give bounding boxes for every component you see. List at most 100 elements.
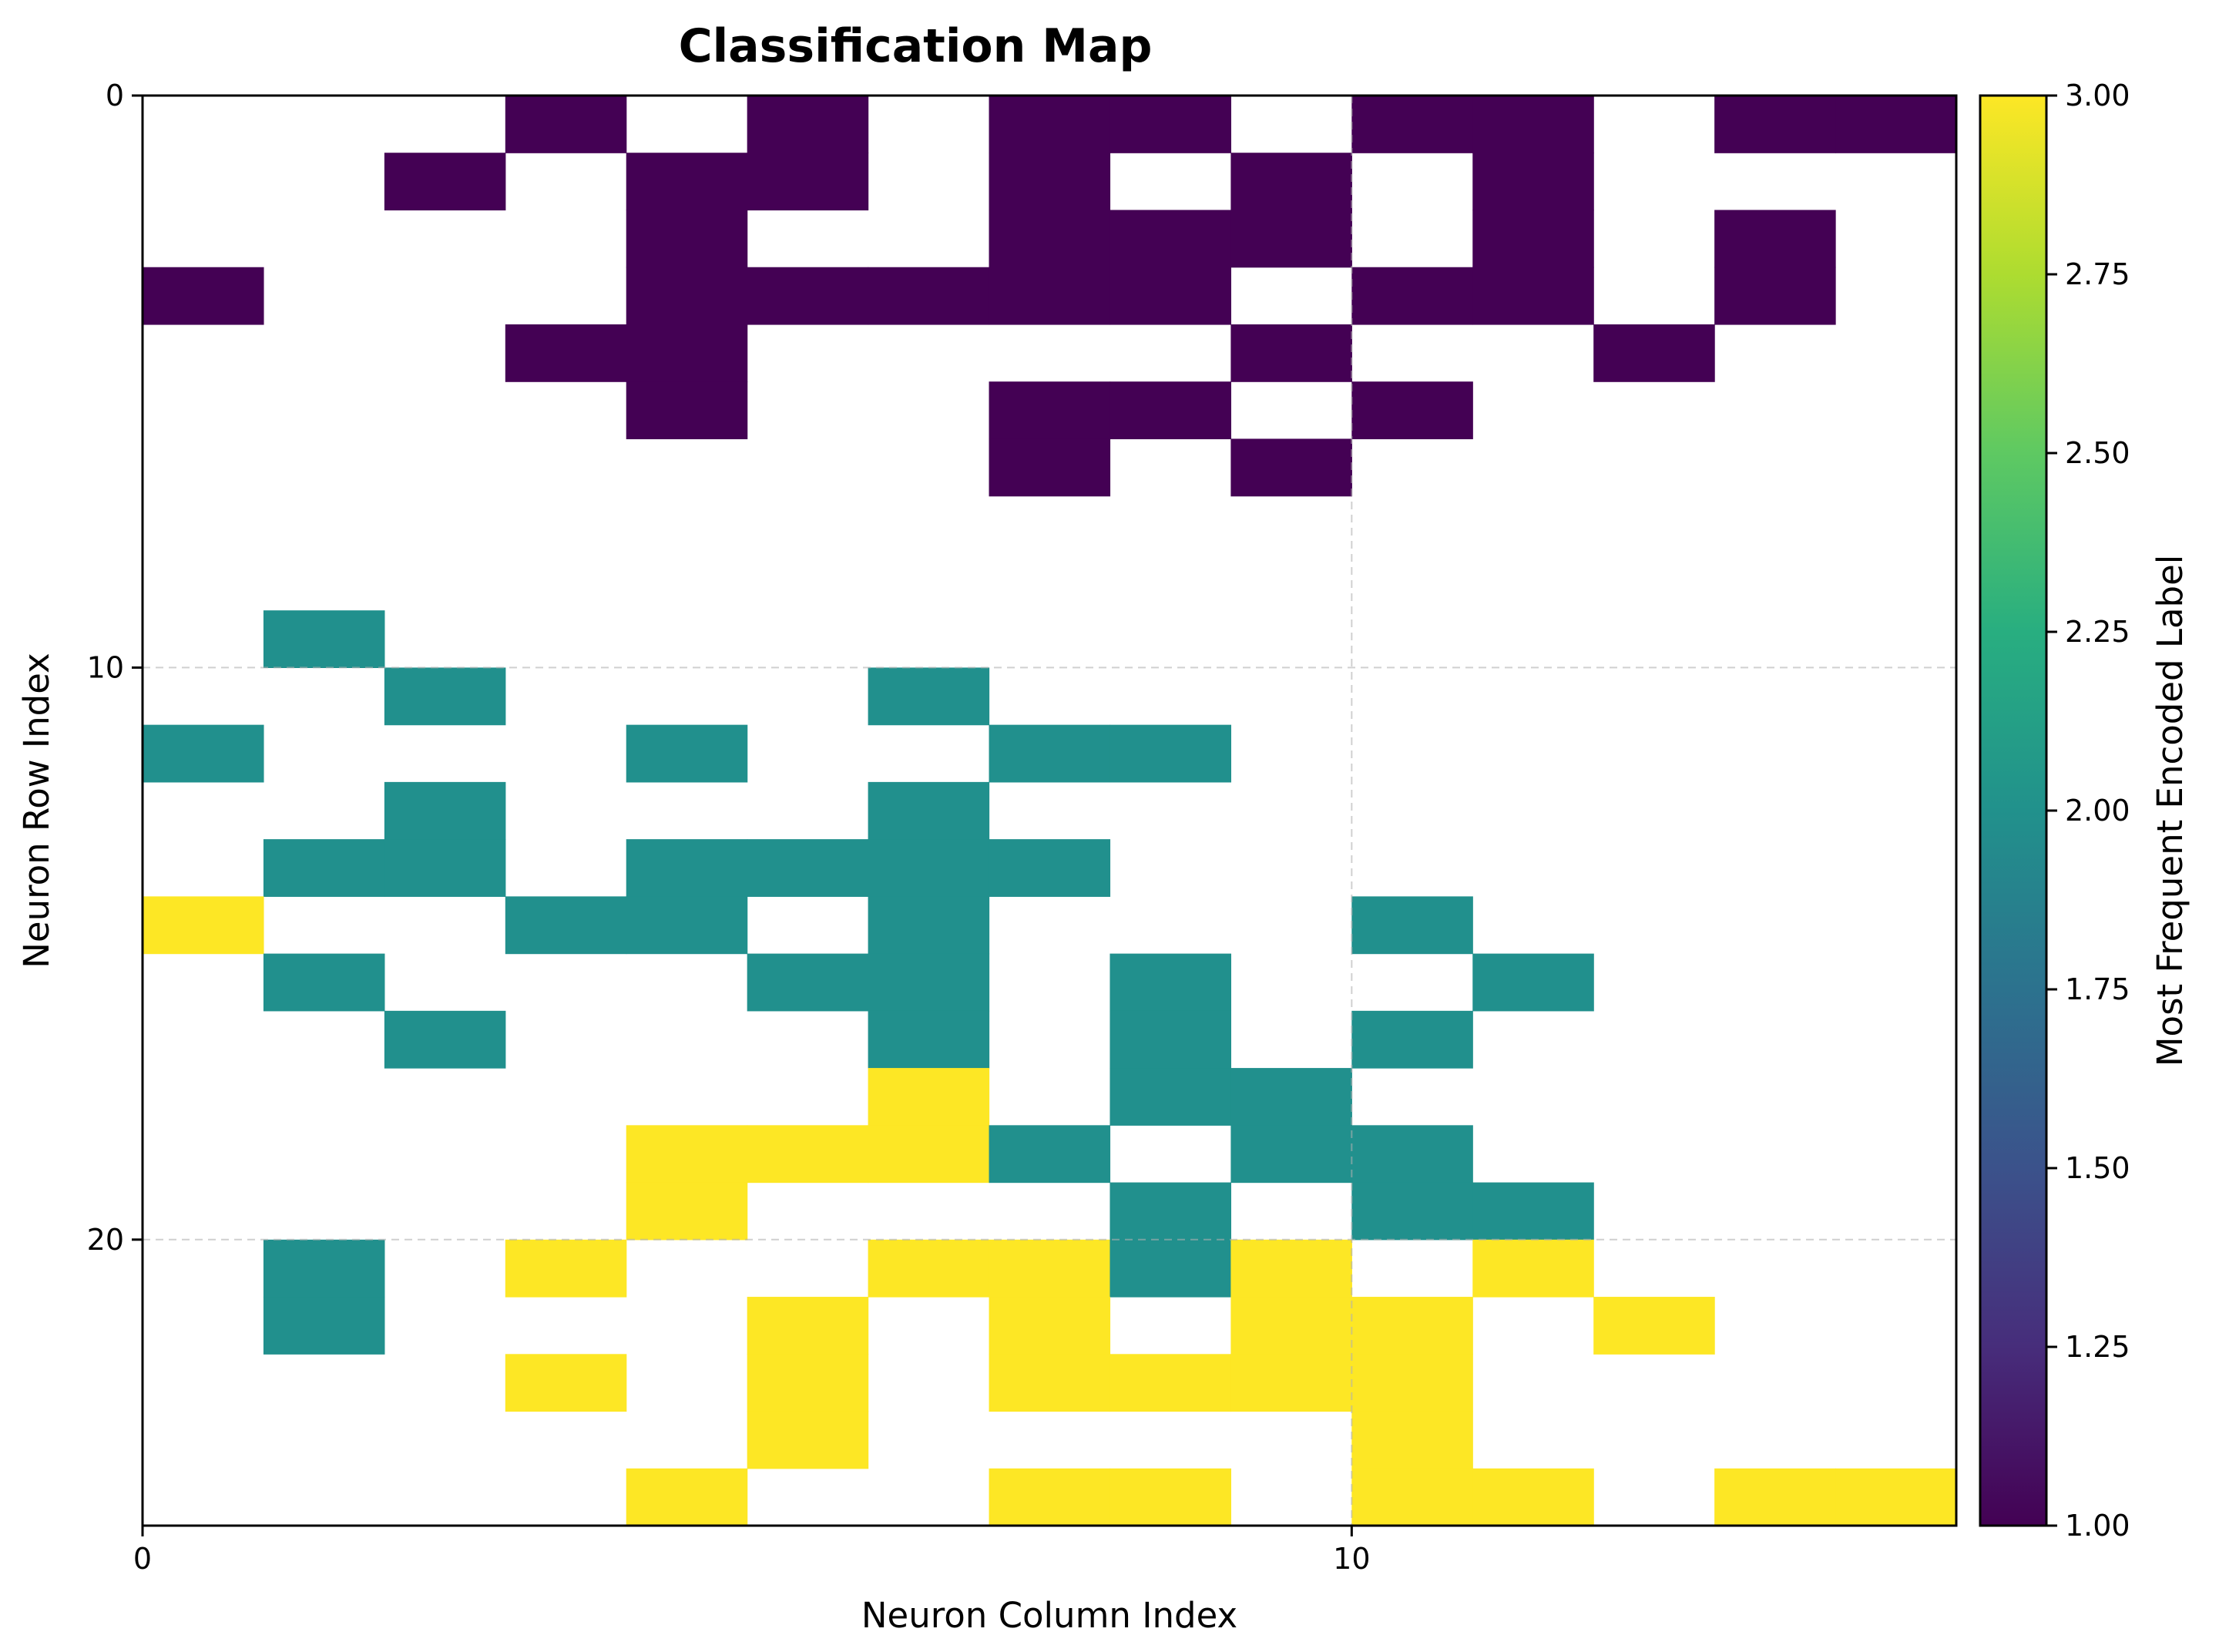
heatmap-cell bbox=[1110, 953, 1231, 1012]
heatmap-cell bbox=[1351, 1125, 1473, 1184]
heatmap-cell bbox=[626, 724, 748, 783]
heatmap-cell bbox=[626, 267, 748, 325]
heatmap-cell bbox=[868, 1010, 990, 1069]
chart-title: Classification Map bbox=[679, 19, 1153, 73]
colorbar-tick-label: 3.00 bbox=[2065, 79, 2130, 112]
colorbar-tick-label: 1.25 bbox=[2065, 1330, 2130, 1364]
heatmap-cell bbox=[1714, 210, 1836, 268]
heatmap-cell bbox=[1110, 1468, 1231, 1526]
heatmap-cell bbox=[263, 839, 385, 897]
heatmap-cell bbox=[1351, 96, 1473, 153]
y-axis-label: Neuron Row Index bbox=[16, 653, 57, 969]
heatmap-cell bbox=[1714, 96, 1836, 153]
heatmap-cell bbox=[868, 667, 990, 726]
heatmap-cell bbox=[626, 1468, 748, 1526]
y-axis-ticks: 0 10 20 bbox=[87, 79, 143, 1257]
heatmap-cell bbox=[868, 781, 990, 840]
x-axis-ticks: 0 10 bbox=[133, 1526, 1371, 1576]
heatmap-cell bbox=[263, 1297, 385, 1355]
heatmap-cell bbox=[1230, 1354, 1352, 1412]
heatmap-cell bbox=[1110, 724, 1231, 783]
heatmap-cell bbox=[505, 1354, 627, 1412]
heatmap-cell bbox=[747, 96, 869, 153]
heatmap-cell bbox=[384, 153, 506, 211]
heatmap-cell bbox=[384, 667, 506, 726]
heatmap-cell bbox=[1230, 438, 1352, 497]
heatmap-cell bbox=[1230, 153, 1352, 211]
heatmap-cell bbox=[1835, 96, 1957, 153]
heatmap-cell bbox=[747, 1125, 869, 1184]
heatmap-cell bbox=[747, 1354, 869, 1412]
heatmap-cell bbox=[747, 1411, 869, 1469]
heatmap-cell bbox=[1593, 324, 1715, 382]
heatmap-cell bbox=[1230, 1125, 1352, 1184]
heatmap-cell bbox=[989, 153, 1111, 211]
heatmap-cell bbox=[1472, 1239, 1594, 1298]
heatmap-cell bbox=[626, 1125, 748, 1184]
heatmap-cell bbox=[989, 381, 1111, 440]
heatmap-cell bbox=[1230, 1297, 1352, 1355]
heatmap-cell bbox=[989, 96, 1111, 153]
heatmap-cell bbox=[384, 839, 506, 897]
heatmap-cell bbox=[747, 267, 869, 325]
heatmap-cell bbox=[1351, 1411, 1473, 1469]
plot-frame bbox=[141, 94, 1958, 1527]
heatmap-cell bbox=[1472, 210, 1594, 268]
x-tick-label: 0 bbox=[133, 1542, 152, 1576]
heatmap-cell bbox=[1714, 1468, 1836, 1526]
colorbar-gradient bbox=[1979, 94, 2048, 1527]
colorbar-tick-label: 2.00 bbox=[2065, 794, 2130, 828]
heatmap-cell bbox=[989, 1354, 1111, 1412]
heatmap-cell bbox=[1110, 1239, 1231, 1298]
heatmap-cell bbox=[989, 1468, 1111, 1526]
y-tick-label: 20 bbox=[87, 1223, 124, 1257]
heatmap-cell bbox=[505, 96, 627, 153]
colorbar-tick-label: 1.00 bbox=[2065, 1509, 2130, 1543]
x-tick-label: 10 bbox=[1333, 1542, 1370, 1576]
heatmap-cell bbox=[143, 896, 264, 955]
grid-lines bbox=[143, 96, 1956, 1526]
heatmap-cell bbox=[1110, 381, 1231, 440]
heatmap-cell bbox=[989, 1239, 1111, 1298]
heatmap-cell bbox=[1351, 896, 1473, 955]
colorbar-tick-label: 2.25 bbox=[2065, 615, 2130, 649]
heatmap-cell bbox=[989, 267, 1111, 325]
heatmap-cell bbox=[1110, 1068, 1231, 1126]
heatmap-cell bbox=[1351, 1468, 1473, 1526]
heatmap-cells bbox=[143, 96, 1957, 1526]
heatmap-cell bbox=[868, 267, 990, 325]
heatmap-cell bbox=[868, 1125, 990, 1184]
heatmap-cell bbox=[263, 1239, 385, 1298]
heatmap-cell bbox=[1110, 1182, 1231, 1241]
colorbar: 1.00 1.25 1.50 1.75 2.00 2.25 2.50 2.75 3.00 Mos… bbox=[1979, 79, 2190, 1543]
heatmap-cell bbox=[1472, 267, 1594, 325]
heatmap-cell bbox=[1351, 1297, 1473, 1355]
heatmap-cell bbox=[1351, 1010, 1473, 1069]
heatmap-cell bbox=[505, 324, 627, 382]
heatmap-cell bbox=[626, 210, 748, 268]
heatmap-cell bbox=[989, 1297, 1111, 1355]
heatmap-cell bbox=[989, 1125, 1111, 1184]
heatmap-cell bbox=[626, 324, 748, 382]
heatmap-cell bbox=[1472, 1182, 1594, 1241]
heatmap-cell bbox=[1230, 1239, 1352, 1298]
heatmap-cell bbox=[989, 438, 1111, 497]
heatmap-cell bbox=[384, 1010, 506, 1069]
heatmap-cell bbox=[1110, 1010, 1231, 1069]
x-axis-label: Neuron Column Index bbox=[861, 1595, 1237, 1636]
heatmap-cell bbox=[1110, 210, 1231, 268]
heatmap-cell bbox=[1230, 1068, 1352, 1126]
heatmap-cell bbox=[747, 1297, 869, 1355]
y-tick-label: 0 bbox=[106, 79, 124, 112]
heatmap-cell bbox=[626, 896, 748, 955]
heatmap-cell bbox=[1472, 953, 1594, 1012]
heatmap-cell bbox=[1835, 1468, 1957, 1526]
heatmap-cell bbox=[1714, 267, 1836, 325]
heatmap-cell bbox=[1472, 153, 1594, 211]
heatmap-cell bbox=[626, 381, 748, 440]
heatmap-cell bbox=[626, 1182, 748, 1241]
heatmap-cell bbox=[747, 153, 869, 211]
heatmap-cell bbox=[989, 210, 1111, 268]
heatmap-cell bbox=[868, 896, 990, 955]
